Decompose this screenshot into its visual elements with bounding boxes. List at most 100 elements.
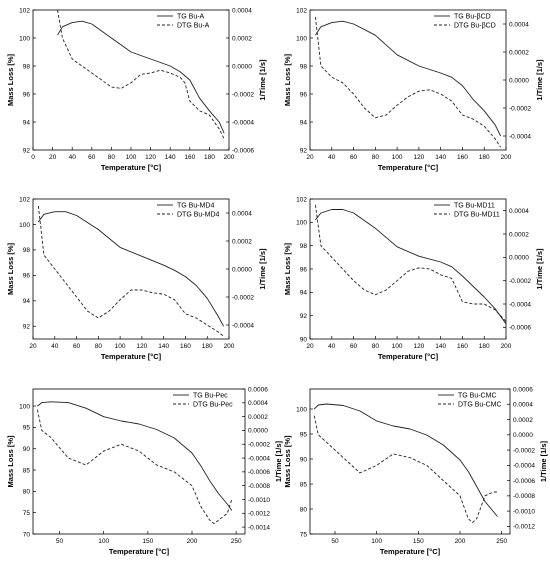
x-tick-label: 140 — [435, 154, 446, 161]
y-tick-label: 100 — [19, 35, 30, 42]
y2-tick-label: -0.0004 — [232, 322, 254, 329]
x-tick-label: 140 — [165, 154, 176, 161]
y-tick-label: 94 — [300, 290, 308, 297]
y2-tick-label: -0.0004 — [509, 133, 531, 140]
y2-tick-label: -0.0010 — [248, 497, 270, 504]
x-tick-label: 100 — [98, 538, 109, 545]
y-tick-label: 80 — [23, 489, 31, 496]
x-tick-label: 120 — [136, 343, 147, 350]
x-tick-label: 160 — [457, 154, 468, 161]
series-line-dtg — [37, 205, 224, 337]
series-line-dtg — [36, 409, 233, 525]
x-tick-label: 250 — [231, 538, 242, 545]
y-tick-label: 90 — [23, 446, 31, 453]
x-tick-label: 100 — [126, 154, 137, 161]
y-axis-label: Mass Loss [%] — [283, 435, 292, 488]
y2-tick-label: 0.0002 — [509, 231, 529, 238]
x-tick-label: 50 — [331, 538, 339, 545]
y-tick-label: 90 — [300, 456, 308, 463]
x-tick-label: 60 — [73, 343, 81, 350]
x-tick-label: 20 — [49, 154, 57, 161]
y-tick-label: 102 — [19, 7, 30, 14]
x-tick-label: 200 — [501, 343, 512, 350]
y2-tick-label: 0.0000 — [232, 63, 252, 70]
y2-tick-label: 0.0004 — [232, 210, 252, 217]
legend-label: TG Bu-βCD — [454, 14, 491, 21]
y-tick-label: 96 — [23, 273, 31, 280]
y2-tick-label: 0.0002 — [232, 238, 252, 245]
y2-tick-label: -0.0008 — [513, 493, 535, 500]
y2-tick-label: -0.0012 — [248, 511, 270, 518]
y2-tick-label: -0.0002 — [232, 91, 254, 98]
x-tick-label: 150 — [413, 538, 424, 545]
series-line-dtg — [313, 415, 498, 524]
y-tick-label: 100 — [296, 220, 307, 227]
y-axis-label: Mass Loss [%] — [6, 435, 15, 488]
x-axis-label: Temperature [°C] — [101, 352, 162, 361]
y-tick-label: 92 — [300, 147, 308, 154]
y-tick-label: 92 — [23, 147, 31, 154]
x-tick-label: 20 — [306, 343, 314, 350]
series-line-tg — [315, 20, 502, 137]
y-tick-label: 98 — [23, 63, 31, 70]
x-tick-label: 80 — [372, 154, 380, 161]
y2-tick-label: -0.0006 — [513, 478, 535, 485]
x-tick-label: 160 — [457, 343, 468, 350]
y2-tick-label: 0.0004 — [248, 400, 268, 407]
y-tick-label: 98 — [300, 63, 308, 70]
y2-axis-label: 1/Time [1/s] — [535, 59, 544, 101]
y2-tick-label: -0.0004 — [509, 301, 531, 308]
y-tick-label: 100 — [19, 403, 30, 410]
y2-tick-label: 0.0000 — [232, 266, 252, 273]
y-tick-label: 92 — [300, 313, 308, 320]
y-tick-label: 96 — [300, 266, 308, 273]
x-tick-label: 140 — [158, 343, 169, 350]
x-tick-label: 40 — [51, 343, 59, 350]
y2-tick-label: -0.0008 — [248, 483, 270, 490]
x-tick-label: 50 — [56, 538, 64, 545]
x-tick-label: 150 — [142, 538, 153, 545]
y2-axis-label: 1/Time [1/s] — [539, 440, 548, 482]
x-axis-label: Temperature [°C] — [378, 163, 439, 172]
series-line-tg — [313, 403, 498, 517]
x-tick-label: 0 — [31, 154, 35, 161]
y-tick-label: 75 — [23, 510, 31, 517]
y2-tick-label: -0.0006 — [248, 469, 270, 476]
y2-tick-label: -0.0014 — [248, 524, 270, 531]
legend-label: DTG Bu-Pec — [193, 402, 233, 409]
legend-label: TG Bu-CMC — [458, 393, 497, 400]
y2-tick-label: -0.0002 — [509, 105, 531, 112]
x-tick-label: 60 — [350, 343, 358, 350]
chart-panel-5: 50 100 150 200 250 75 80 85 90 95 100 -0.0012 -0.001… — [283, 386, 548, 556]
y2-axis-label: 1/Time [1/s] — [258, 248, 267, 290]
x-tick-label: 120 — [145, 154, 156, 161]
y-tick-label: 75 — [300, 531, 308, 538]
x-tick-label: 160 — [180, 343, 191, 350]
series-line-tg — [38, 211, 224, 327]
series-line-tg — [37, 401, 233, 511]
y2-tick-label: -0.0002 — [248, 442, 270, 449]
plot-frame — [32, 388, 246, 535]
x-axis-label: Temperature [°C] — [380, 547, 441, 556]
y2-tick-label: -0.0006 — [509, 325, 531, 332]
chart-panel-0: 0 20 40 60 80 100 120 140 160 180 200 92 94 96 98 100 10… — [6, 7, 267, 172]
y-axis-label: Mass Loss [%] — [6, 53, 15, 106]
y2-tick-label: 0.0002 — [232, 35, 252, 42]
y-tick-label: 102 — [19, 196, 30, 203]
x-tick-label: 200 — [224, 343, 235, 350]
y-tick-label: 95 — [300, 431, 308, 438]
x-tick-label: 80 — [108, 154, 116, 161]
y2-tick-label: 0.0002 — [509, 49, 529, 56]
x-tick-label: 200 — [455, 538, 466, 545]
y2-tick-label: -0.0012 — [513, 524, 535, 531]
y-tick-label: 98 — [23, 247, 31, 254]
y-tick-label: 70 — [23, 531, 31, 538]
x-tick-label: 100 — [392, 343, 403, 350]
x-tick-label: 180 — [202, 343, 213, 350]
y2-axis-label: 1/Time [1/s] — [274, 440, 283, 482]
y2-tick-label: -0.0004 — [232, 119, 254, 126]
x-tick-label: 80 — [95, 343, 103, 350]
y2-tick-label: -0.0010 — [513, 508, 535, 515]
legend-label: TG Bu-A — [177, 14, 205, 21]
